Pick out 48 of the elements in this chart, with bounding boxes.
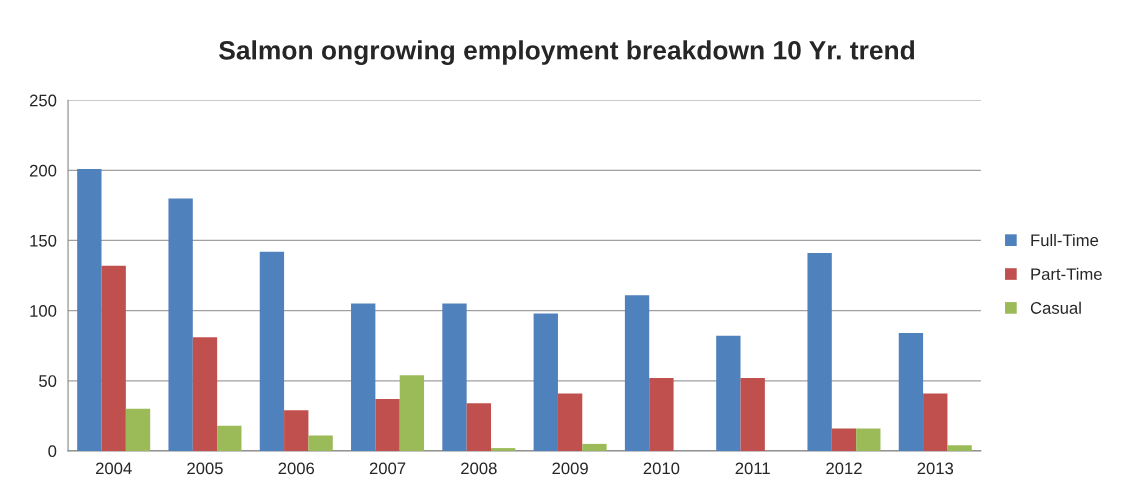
bar: [898, 333, 924, 451]
bar: [351, 303, 376, 451]
x-tick-label: 2007: [369, 462, 406, 475]
bar: [557, 393, 583, 451]
y-tick-label: 200: [29, 164, 57, 177]
y-tick-label: 100: [30, 305, 57, 317]
x-tick-label: 2005: [187, 462, 223, 475]
bar: [77, 168, 102, 451]
x-tick-label: 2013: [917, 462, 954, 475]
y-tick-label: 150: [30, 234, 57, 247]
legend-label: Full-Time: [1031, 233, 1099, 247]
bar: [582, 443, 607, 451]
y-tick-label: 250: [29, 94, 57, 107]
bar: [308, 435, 333, 451]
bar: [125, 408, 151, 451]
bar: [649, 377, 674, 451]
bar: [716, 335, 741, 451]
bar: [399, 375, 425, 451]
bar: [442, 303, 467, 451]
x-tick-label: 2004: [95, 462, 132, 475]
x-tick-label: 2006: [278, 462, 315, 475]
bar: [466, 403, 491, 451]
x-tick-label: 2010: [643, 462, 680, 475]
bar: [168, 198, 193, 451]
bar: [375, 399, 400, 451]
x-tick-label: 2009: [552, 462, 588, 475]
bar: [101, 265, 126, 451]
bar: [831, 428, 857, 451]
x-tick-label: 2008: [461, 462, 497, 475]
bar: [740, 377, 765, 451]
bar: [491, 448, 516, 451]
y-tick-label: 0: [48, 445, 57, 458]
bar: [217, 425, 242, 451]
bar: [807, 253, 832, 451]
legend-label: Part-Time: [1031, 267, 1102, 281]
bar: [533, 313, 558, 451]
x-tick-label: 2012: [826, 462, 862, 475]
bar: [192, 337, 218, 451]
x-tick-label: 2011: [735, 462, 770, 475]
bar: [947, 445, 972, 451]
bar: [284, 410, 309, 451]
bar: [923, 393, 948, 451]
y-tick-label: 50: [39, 375, 57, 387]
legend-label: Casual: [1030, 301, 1081, 314]
bar: [624, 295, 650, 451]
bar: [856, 428, 881, 451]
chart-title: Salmon ongrowing employment breakdown 10 Yr. trend: [219, 40, 915, 65]
bar: [259, 251, 285, 451]
